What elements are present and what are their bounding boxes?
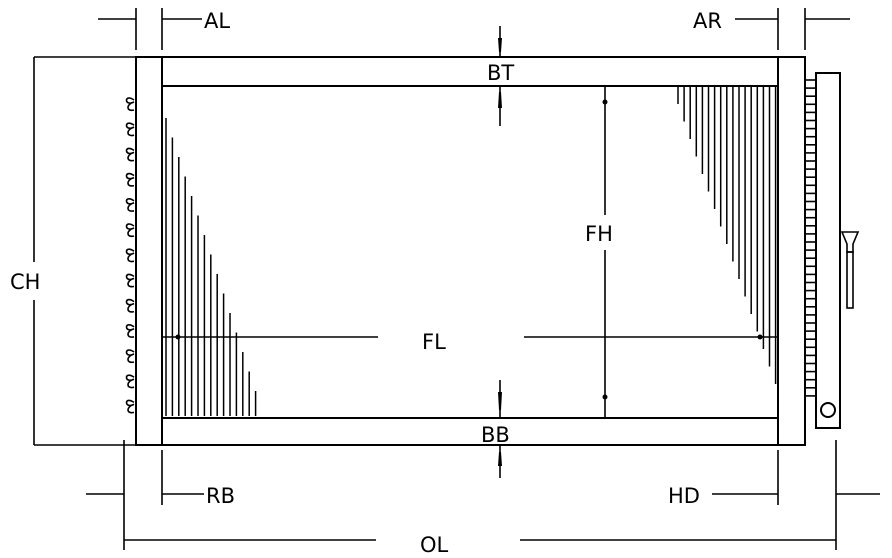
al-dimension: AL [98, 8, 230, 50]
header-stubs [806, 79, 816, 397]
rb-dimension: RB [86, 440, 235, 550]
return-bend [125, 122, 135, 137]
ch-dimension: CH [10, 56, 136, 446]
fl-dimension: FL [162, 330, 778, 354]
label-fl: FL [422, 330, 446, 354]
return-bend [125, 349, 135, 364]
label-al: AL [204, 9, 230, 33]
label-ol: OL [420, 533, 449, 557]
return-bend [125, 399, 135, 414]
ol-dimension: OL [124, 533, 836, 557]
header-connection-icon [820, 402, 836, 418]
return-bend [125, 223, 135, 238]
return-bend [125, 298, 135, 313]
label-ch: CH [10, 270, 40, 294]
fh-dimension: FH [585, 86, 613, 418]
return-bend [125, 324, 135, 338]
label-bt: BT [487, 61, 514, 85]
return-bend [125, 97, 135, 112]
outer-casing [135, 56, 806, 446]
vent-stem [846, 251, 854, 309]
return-bend [125, 198, 135, 212]
header-pipe [815, 72, 841, 429]
label-fh: FH [585, 222, 613, 246]
return-bend [125, 374, 135, 389]
return-bend [125, 273, 135, 288]
return-bend [125, 147, 135, 162]
bt-dimension: BT [487, 26, 514, 126]
bb-dimension: BB [481, 380, 510, 478]
hd-dimension: HD [668, 440, 880, 550]
fins-left [165, 118, 257, 416]
return-bends [125, 97, 135, 414]
label-rb: RB [206, 484, 235, 508]
coil-frame [135, 56, 806, 446]
label-hd: HD [668, 484, 700, 508]
ar-dimension: AR [693, 8, 850, 50]
vent-icon [840, 231, 860, 253]
return-bend [125, 248, 135, 263]
return-bend [125, 172, 135, 187]
label-ar: AR [693, 9, 722, 33]
label-bb: BB [481, 423, 510, 447]
fins-right [677, 86, 777, 384]
header [806, 72, 860, 429]
